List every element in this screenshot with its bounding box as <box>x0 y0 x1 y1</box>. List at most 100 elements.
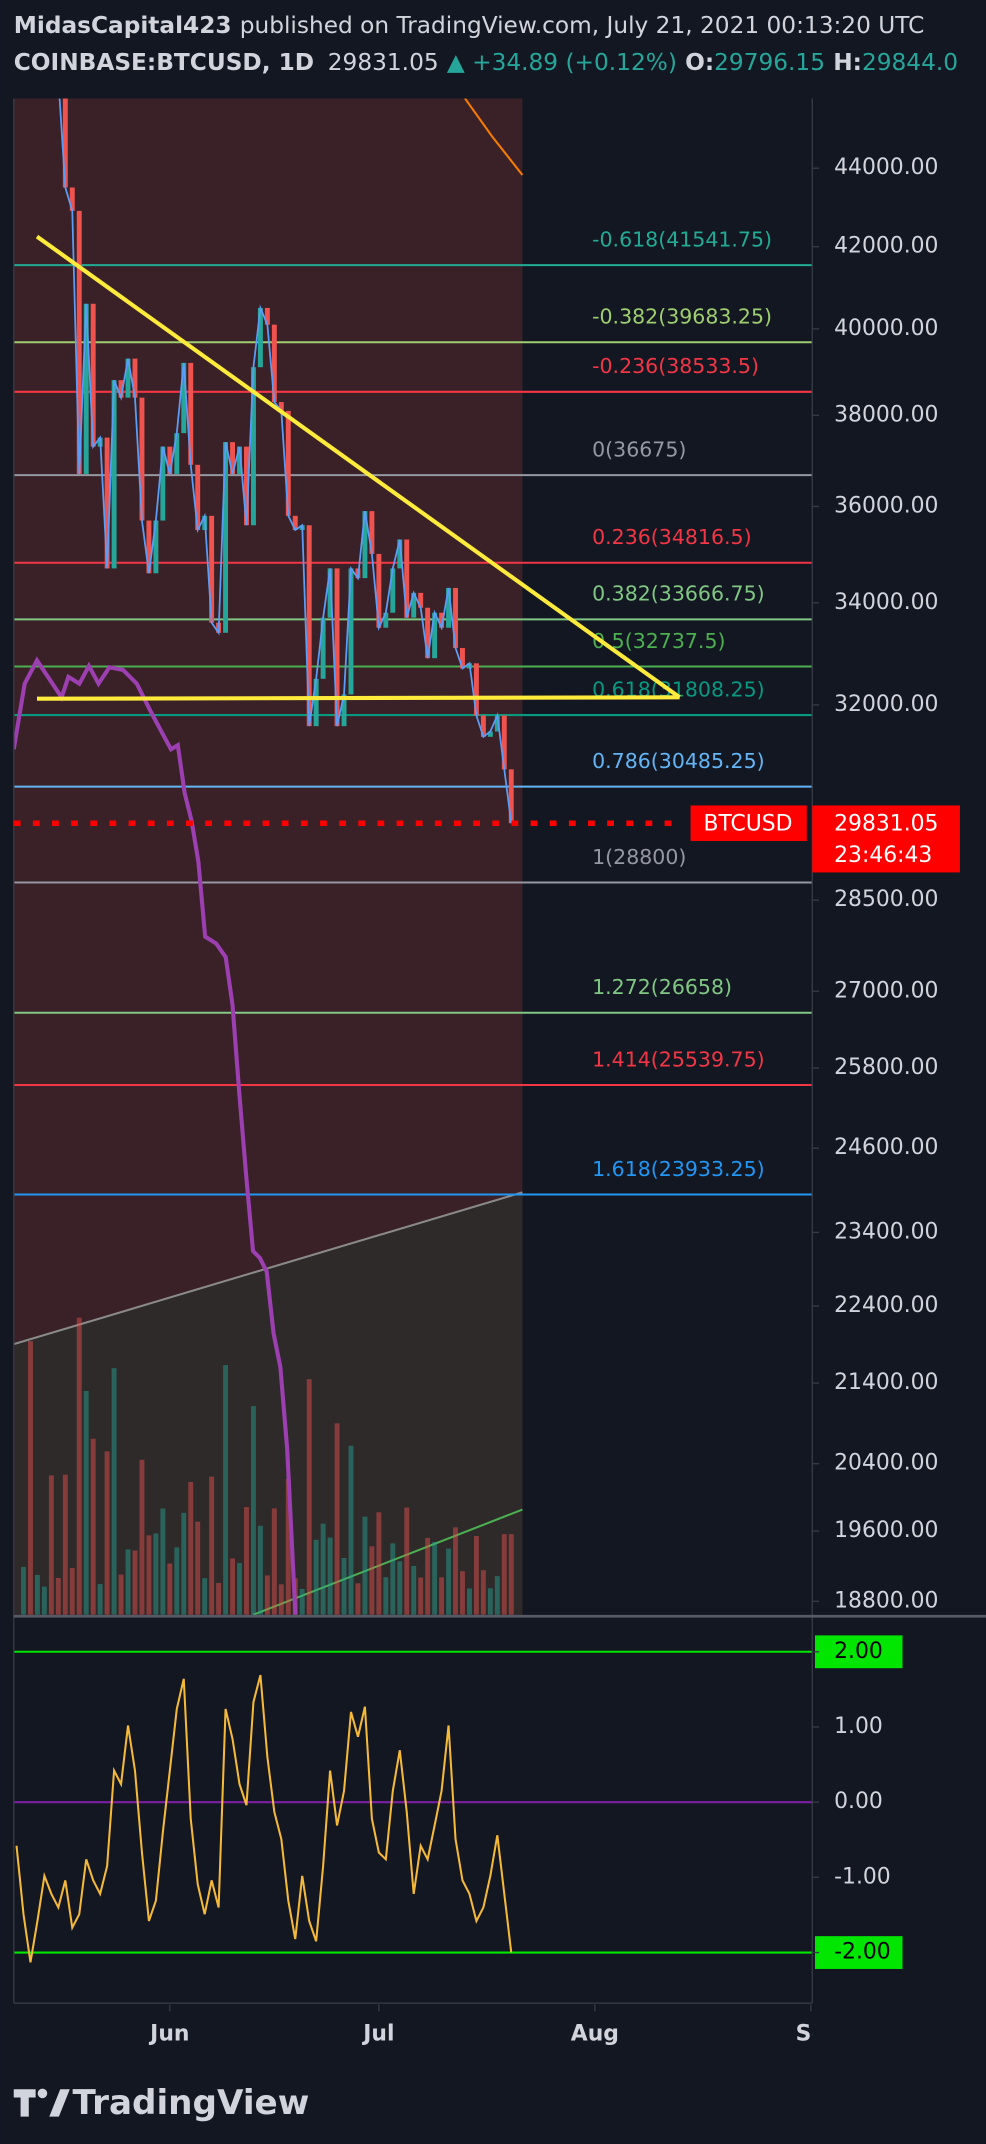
fib-label: 1(28800) <box>592 845 686 869</box>
volume-bar <box>146 1535 152 1615</box>
volume-bar <box>48 1475 54 1615</box>
candle <box>125 358 131 398</box>
y-tick-label: 0.00 <box>834 1789 883 1814</box>
volume-bar <box>460 1571 465 1615</box>
y-tick-label: 24600.00 <box>834 1135 938 1160</box>
y-tick-label: -2.00 <box>834 1940 891 1965</box>
candle <box>257 307 263 368</box>
y-tick-label: 2.00 <box>834 1639 883 1664</box>
candle <box>167 446 173 474</box>
volume-bar <box>83 1390 89 1615</box>
volume-bar <box>397 1561 403 1615</box>
fib-label: 0.786(30485.25) <box>592 749 765 773</box>
candle <box>508 769 514 824</box>
author: MidasCapital423 <box>14 11 232 38</box>
candle <box>425 607 431 659</box>
candle <box>432 612 438 659</box>
y-tick-label: 25800.00 <box>834 1055 938 1080</box>
candle <box>285 410 291 516</box>
candle <box>104 437 110 569</box>
y-tick-label: 22400.00 <box>834 1293 938 1318</box>
fib-label: 0.382(33666.75) <box>592 582 765 606</box>
x-tick-label: Jul <box>361 2022 394 2047</box>
candle <box>404 539 410 618</box>
candle <box>209 515 215 623</box>
fib-label: 1.414(25539.75) <box>592 1047 765 1071</box>
x-tick-label: Jun <box>148 2022 189 2047</box>
axes: 44000.00 42000.00 40000.00 38000.00 36000.00… <box>13 98 986 2004</box>
candle <box>223 442 229 633</box>
volume-bar <box>390 1543 396 1615</box>
volume-bar <box>34 1574 40 1615</box>
volume-bar <box>167 1563 173 1615</box>
candle <box>348 568 354 695</box>
volume-bar <box>111 1368 117 1615</box>
oscillator <box>13 1650 813 1963</box>
tick-box <box>815 1936 903 1969</box>
x-tick-label: Aug <box>571 2022 619 2047</box>
volume-bar <box>69 1567 75 1615</box>
volume-bar <box>160 1508 166 1615</box>
symbol-line: COINBASE:BTCUSD, 1D 29831.05 ▲ +34.89 (+0.… <box>14 48 958 75</box>
volume-bar <box>257 1525 263 1615</box>
y-tick-label: 32000.00 <box>834 692 938 717</box>
volume-bar <box>202 1578 208 1615</box>
candle <box>153 520 159 574</box>
y-tick-label: 23400.00 <box>834 1219 938 1244</box>
x-tick-label: Se <box>796 2022 827 2047</box>
channel-shade <box>13 1192 523 1615</box>
volume-bar <box>306 1379 312 1615</box>
close-line <box>58 98 513 824</box>
candle <box>439 612 445 628</box>
support-line <box>36 695 680 701</box>
volume-bar <box>466 1588 472 1615</box>
open-label: O: <box>685 48 714 75</box>
volume-bar <box>28 1341 33 1615</box>
candle <box>271 324 277 403</box>
x-axis: Jun Jul Aug Se <box>148 2004 827 2047</box>
volume-bar <box>97 1584 103 1615</box>
candle <box>341 694 347 727</box>
volume-bar <box>285 1478 291 1615</box>
candle <box>69 187 75 211</box>
volume-bar <box>334 1423 340 1615</box>
volume-bar <box>446 1548 452 1615</box>
publish-line: MidasCapital423 published on TradingView.… <box>14 11 925 38</box>
volume-bar <box>125 1549 131 1615</box>
volume-bar <box>411 1565 417 1615</box>
candle <box>411 592 417 618</box>
high: 29844.0 <box>862 48 958 75</box>
candle <box>397 539 403 569</box>
high-label: H: <box>833 48 862 75</box>
candle <box>453 587 458 648</box>
fib-label: -0.382(39683.25) <box>592 305 772 329</box>
candle <box>146 520 152 574</box>
y-tick-label: 28500.00 <box>834 887 938 912</box>
candle <box>76 210 82 474</box>
tick-box <box>815 1635 903 1669</box>
fib-label: 0(36675) <box>592 438 686 462</box>
moving-average <box>252 1508 523 1615</box>
fib-label: -0.236(38533.5) <box>592 354 759 378</box>
volume-bar <box>299 1588 305 1615</box>
volume-bar <box>453 1527 458 1615</box>
candle <box>376 553 382 628</box>
volume-bar <box>369 1546 375 1615</box>
candle <box>480 715 486 737</box>
symbol: COINBASE:BTCUSD, 1D <box>14 48 314 75</box>
volume-bar <box>230 1558 236 1615</box>
volume-bar <box>237 1563 242 1615</box>
fib-label: -0.618(41541.75) <box>592 228 772 252</box>
candle <box>460 647 465 669</box>
volume-bar <box>341 1557 347 1615</box>
candle <box>244 446 249 526</box>
volume-bar <box>425 1537 431 1615</box>
volume-bar <box>494 1576 500 1615</box>
candle <box>418 592 424 608</box>
volume-bar <box>501 1534 507 1615</box>
y-tick-label: 38000.00 <box>834 402 938 427</box>
price-tag <box>812 805 960 873</box>
y-tick-label: 27000.00 <box>834 978 938 1003</box>
osc-line <box>15 1674 513 1963</box>
volume-bar <box>376 1512 382 1615</box>
